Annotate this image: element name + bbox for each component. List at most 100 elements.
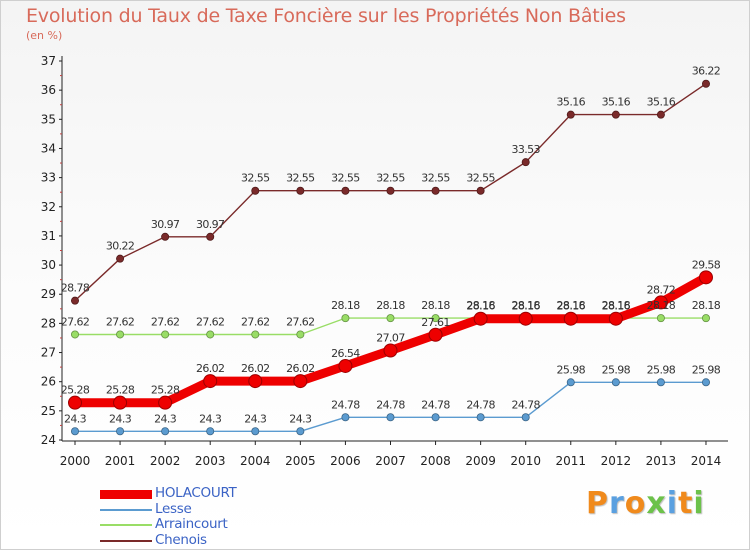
data-point-holacourt <box>113 395 128 410</box>
logo-letter: r <box>609 486 625 521</box>
x-tick-label: 2012 <box>601 454 632 468</box>
data-point-lesse <box>386 413 395 422</box>
data-label-holacourt: 25.28 <box>106 384 135 397</box>
legend-swatch <box>100 508 152 511</box>
data-point-arraincourt <box>656 314 665 323</box>
data-label-chenois: 32.55 <box>286 172 315 185</box>
x-tick-label: 2011 <box>555 454 586 468</box>
logo-letter: P <box>586 486 609 521</box>
logo-letter: o <box>624 486 647 521</box>
data-label-arraincourt: 28.18 <box>466 299 495 312</box>
data-point-chenois <box>521 158 530 167</box>
data-label-arraincourt: 28.18 <box>331 299 360 312</box>
data-label-chenois: 35.16 <box>602 96 631 109</box>
data-point-chenois <box>161 232 170 241</box>
x-tick-label: 2006 <box>330 454 361 468</box>
data-label-lesse: 24.3 <box>199 412 222 425</box>
data-point-chenois <box>656 110 665 119</box>
chart-title: Evolution du Taux de Taxe Foncière sur l… <box>26 5 626 27</box>
data-point-lesse <box>611 378 620 387</box>
y-tick-label: 29 <box>41 287 56 301</box>
data-label-lesse: 25.98 <box>602 363 631 376</box>
data-label-lesse: 24.3 <box>64 412 87 425</box>
data-point-chenois <box>296 186 305 195</box>
data-label-chenois: 36.22 <box>692 65 721 78</box>
data-point-lesse <box>431 413 440 422</box>
data-label-holacourt: 26.02 <box>196 362 225 375</box>
data-label-lesse: 25.98 <box>557 363 586 376</box>
data-label-holacourt: 27.61 <box>421 316 450 329</box>
data-label-chenois: 32.55 <box>466 172 495 185</box>
logo-letter: i <box>666 486 679 521</box>
legend-label: Chenois <box>155 531 207 548</box>
chart-subtitle: (en %) <box>26 29 63 42</box>
data-point-lesse <box>161 427 170 436</box>
data-label-holacourt: 28.72 <box>647 283 676 296</box>
data-point-chenois <box>71 296 80 305</box>
legend-swatch <box>100 489 152 499</box>
data-label-lesse: 25.98 <box>647 363 676 376</box>
data-point-holacourt <box>158 395 173 410</box>
data-label-chenois: 30.97 <box>151 218 180 231</box>
data-label-arraincourt: 28.18 <box>692 299 721 312</box>
data-label-lesse: 24.78 <box>421 398 450 411</box>
y-tick-label: 33 <box>41 171 56 185</box>
y-tick-label: 25 <box>41 404 56 418</box>
data-label-chenois: 35.16 <box>647 96 676 109</box>
x-tick-label: 2000 <box>60 454 91 468</box>
legend-label: HOLACOURT <box>155 485 237 501</box>
data-point-arraincourt <box>296 330 305 339</box>
legend-swatch <box>100 539 152 542</box>
data-label-lesse: 24.78 <box>466 398 495 411</box>
data-label-chenois: 28.78 <box>61 282 90 295</box>
data-label-arraincourt: 27.62 <box>151 315 180 328</box>
logo-letter: t <box>678 486 694 521</box>
x-tick-label: 2008 <box>420 454 451 468</box>
data-labels: 25.28 25.28 25.28 26.02 26.02 26.02 26.54 27.07… <box>61 65 722 426</box>
data-point-holacourt <box>518 311 533 326</box>
data-point-lesse <box>296 427 305 436</box>
data-label-arraincourt: 27.62 <box>106 315 135 328</box>
data-point-chenois <box>476 186 485 195</box>
y-tick-label: 35 <box>41 112 56 126</box>
y-tick-label: 36 <box>41 83 56 97</box>
data-point-lesse <box>521 413 530 422</box>
data-label-arraincourt: 28.18 <box>376 299 405 312</box>
legend-label: Lesse <box>155 500 192 517</box>
data-point-arraincourt <box>431 314 440 323</box>
data-label-holacourt: 28.16 <box>511 300 540 313</box>
data-point-chenois <box>701 79 710 88</box>
chart-series <box>68 79 713 436</box>
data-label-lesse: 24.78 <box>511 398 540 411</box>
data-point-holacourt <box>698 270 713 285</box>
data-label-holacourt: 28.16 <box>466 300 495 313</box>
x-tick-label: 2009 <box>465 454 496 468</box>
data-label-lesse: 24.3 <box>154 412 177 425</box>
data-point-holacourt <box>293 374 308 389</box>
data-point-lesse <box>476 413 485 422</box>
data-point-holacourt <box>563 311 578 326</box>
data-point-lesse <box>656 378 665 387</box>
data-label-holacourt: 27.07 <box>376 331 405 344</box>
y-tick-label: 32 <box>41 200 56 214</box>
data-label-arraincourt: 27.62 <box>241 315 270 328</box>
data-point-chenois <box>611 110 620 119</box>
data-label-holacourt: 26.02 <box>286 362 315 375</box>
y-tick-label: 27 <box>41 346 56 360</box>
x-tick-label: 2013 <box>646 454 677 468</box>
data-label-lesse: 24.78 <box>376 398 405 411</box>
data-point-holacourt <box>428 327 443 342</box>
x-tick-label: 2001 <box>105 454 136 468</box>
data-label-arraincourt: 28.18 <box>557 299 586 312</box>
data-point-holacourt <box>383 343 398 358</box>
y-tick-label: 37 <box>41 54 56 68</box>
data-label-holacourt: 29.58 <box>692 258 721 271</box>
data-label-arraincourt: 28.18 <box>647 299 676 312</box>
x-tick-label: 2005 <box>285 454 316 468</box>
data-label-arraincourt: 28.18 <box>511 299 540 312</box>
y-tick-label: 34 <box>41 141 56 155</box>
data-label-chenois: 33.53 <box>511 143 540 156</box>
chart-axes: 24 25 26 27 28 29 30 31 32 33 34 35 36 37 2000 2001 2002… <box>41 54 728 468</box>
data-label-holacourt: 26.54 <box>331 347 360 360</box>
data-label-lesse: 24.3 <box>109 412 132 425</box>
